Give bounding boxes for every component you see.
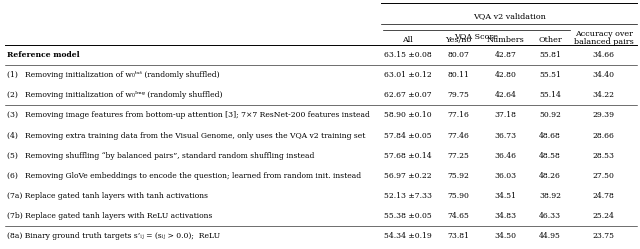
Text: Numbers: Numbers — [487, 36, 525, 44]
Text: 79.75: 79.75 — [447, 91, 469, 99]
Text: 62.67 ±0.07: 62.67 ±0.07 — [384, 91, 432, 99]
Text: (1)   Removing initialization of w₀ᵗˣᵗ (randomly shuffled): (1) Removing initialization of w₀ᵗˣᵗ (ra… — [7, 71, 220, 79]
Text: 50.92: 50.92 — [539, 112, 561, 120]
Text: (5)   Removing shuffling “by balanced pairs”, standard random shuffling instead: (5) Removing shuffling “by balanced pair… — [7, 152, 314, 160]
Text: 38.92: 38.92 — [539, 192, 561, 200]
Text: Other: Other — [538, 36, 562, 44]
Text: 57.68 ±0.14: 57.68 ±0.14 — [384, 152, 432, 160]
Text: 77.16: 77.16 — [447, 112, 469, 120]
Text: 27.50: 27.50 — [593, 172, 615, 180]
Text: 57.84 ±0.05: 57.84 ±0.05 — [384, 132, 432, 140]
Text: 46.33: 46.33 — [539, 212, 561, 220]
Text: 77.46: 77.46 — [447, 132, 469, 140]
Text: (6)   Removing GloVe embeddings to encode the question; learned from random init: (6) Removing GloVe embeddings to encode … — [7, 172, 361, 180]
Text: 34.40: 34.40 — [593, 71, 615, 79]
Text: 34.83: 34.83 — [495, 212, 517, 220]
Text: 80.07: 80.07 — [447, 51, 469, 59]
Text: (7a) Replace gated tanh layers with tanh activations: (7a) Replace gated tanh layers with tanh… — [7, 192, 208, 200]
Text: 48.58: 48.58 — [539, 152, 561, 160]
Text: (7b) Replace gated tanh layers with ReLU activations: (7b) Replace gated tanh layers with ReLU… — [7, 212, 212, 220]
Text: 42.64: 42.64 — [495, 91, 516, 99]
Text: Yes/no: Yes/no — [445, 36, 472, 44]
Text: 63.01 ±0.12: 63.01 ±0.12 — [384, 71, 432, 79]
Text: 42.80: 42.80 — [495, 71, 516, 79]
Text: 36.46: 36.46 — [495, 152, 517, 160]
Text: 75.92: 75.92 — [447, 172, 469, 180]
Text: Reference model: Reference model — [7, 51, 79, 59]
Text: 44.95: 44.95 — [539, 232, 561, 240]
Text: balanced pairs: balanced pairs — [574, 38, 634, 46]
Text: 55.81: 55.81 — [539, 51, 561, 59]
Text: 77.25: 77.25 — [447, 152, 469, 160]
Text: 80.11: 80.11 — [447, 71, 469, 79]
Text: 36.03: 36.03 — [495, 172, 517, 180]
Text: 55.51: 55.51 — [539, 71, 561, 79]
Text: 58.90 ±0.10: 58.90 ±0.10 — [384, 112, 432, 120]
Text: 42.87: 42.87 — [495, 51, 516, 59]
Text: 25.24: 25.24 — [593, 212, 615, 220]
Text: 34.50: 34.50 — [495, 232, 517, 240]
Text: (8a) Binary ground truth targets s’ᵢⱼ = (sᵢⱼ > 0.0);  ReLU: (8a) Binary ground truth targets s’ᵢⱼ = … — [7, 232, 220, 240]
Text: 63.15 ±0.08: 63.15 ±0.08 — [384, 51, 432, 59]
Text: 29.39: 29.39 — [593, 112, 615, 120]
Text: (3)   Removing image features from bottom-up attention [3]; 7×7 ResNet-200 featu: (3) Removing image features from bottom-… — [7, 112, 370, 120]
Text: 34.51: 34.51 — [495, 192, 517, 200]
Text: 34.22: 34.22 — [593, 91, 615, 99]
Text: 28.66: 28.66 — [593, 132, 615, 140]
Text: VQA Score: VQA Score — [454, 32, 498, 40]
Text: 52.13 ±7.33: 52.13 ±7.33 — [384, 192, 432, 200]
Text: VQA v2 validation: VQA v2 validation — [472, 12, 545, 20]
Text: 23.75: 23.75 — [593, 232, 615, 240]
Text: (2)   Removing initialization of w₀ᴵᵐᵍ (randomly shuffled): (2) Removing initialization of w₀ᴵᵐᵍ (ra… — [7, 91, 223, 99]
Text: 54.34 ±0.19: 54.34 ±0.19 — [384, 232, 432, 240]
Text: Accuracy over: Accuracy over — [575, 30, 633, 38]
Text: 37.18: 37.18 — [495, 112, 517, 120]
Text: 48.68: 48.68 — [539, 132, 561, 140]
Text: 56.97 ±0.22: 56.97 ±0.22 — [384, 172, 432, 180]
Text: 34.66: 34.66 — [593, 51, 615, 59]
Text: 73.81: 73.81 — [447, 232, 470, 240]
Text: 55.38 ±0.05: 55.38 ±0.05 — [384, 212, 432, 220]
Text: 24.78: 24.78 — [593, 192, 615, 200]
Text: 28.53: 28.53 — [593, 152, 615, 160]
Text: 36.73: 36.73 — [495, 132, 517, 140]
Text: (4)   Removing extra training data from the Visual Genome, only uses the VQA v2 : (4) Removing extra training data from th… — [7, 132, 365, 140]
Text: 74.65: 74.65 — [447, 212, 469, 220]
Text: 48.26: 48.26 — [539, 172, 561, 180]
Text: 75.90: 75.90 — [447, 192, 469, 200]
Text: All: All — [403, 36, 413, 44]
Text: 55.14: 55.14 — [539, 91, 561, 99]
